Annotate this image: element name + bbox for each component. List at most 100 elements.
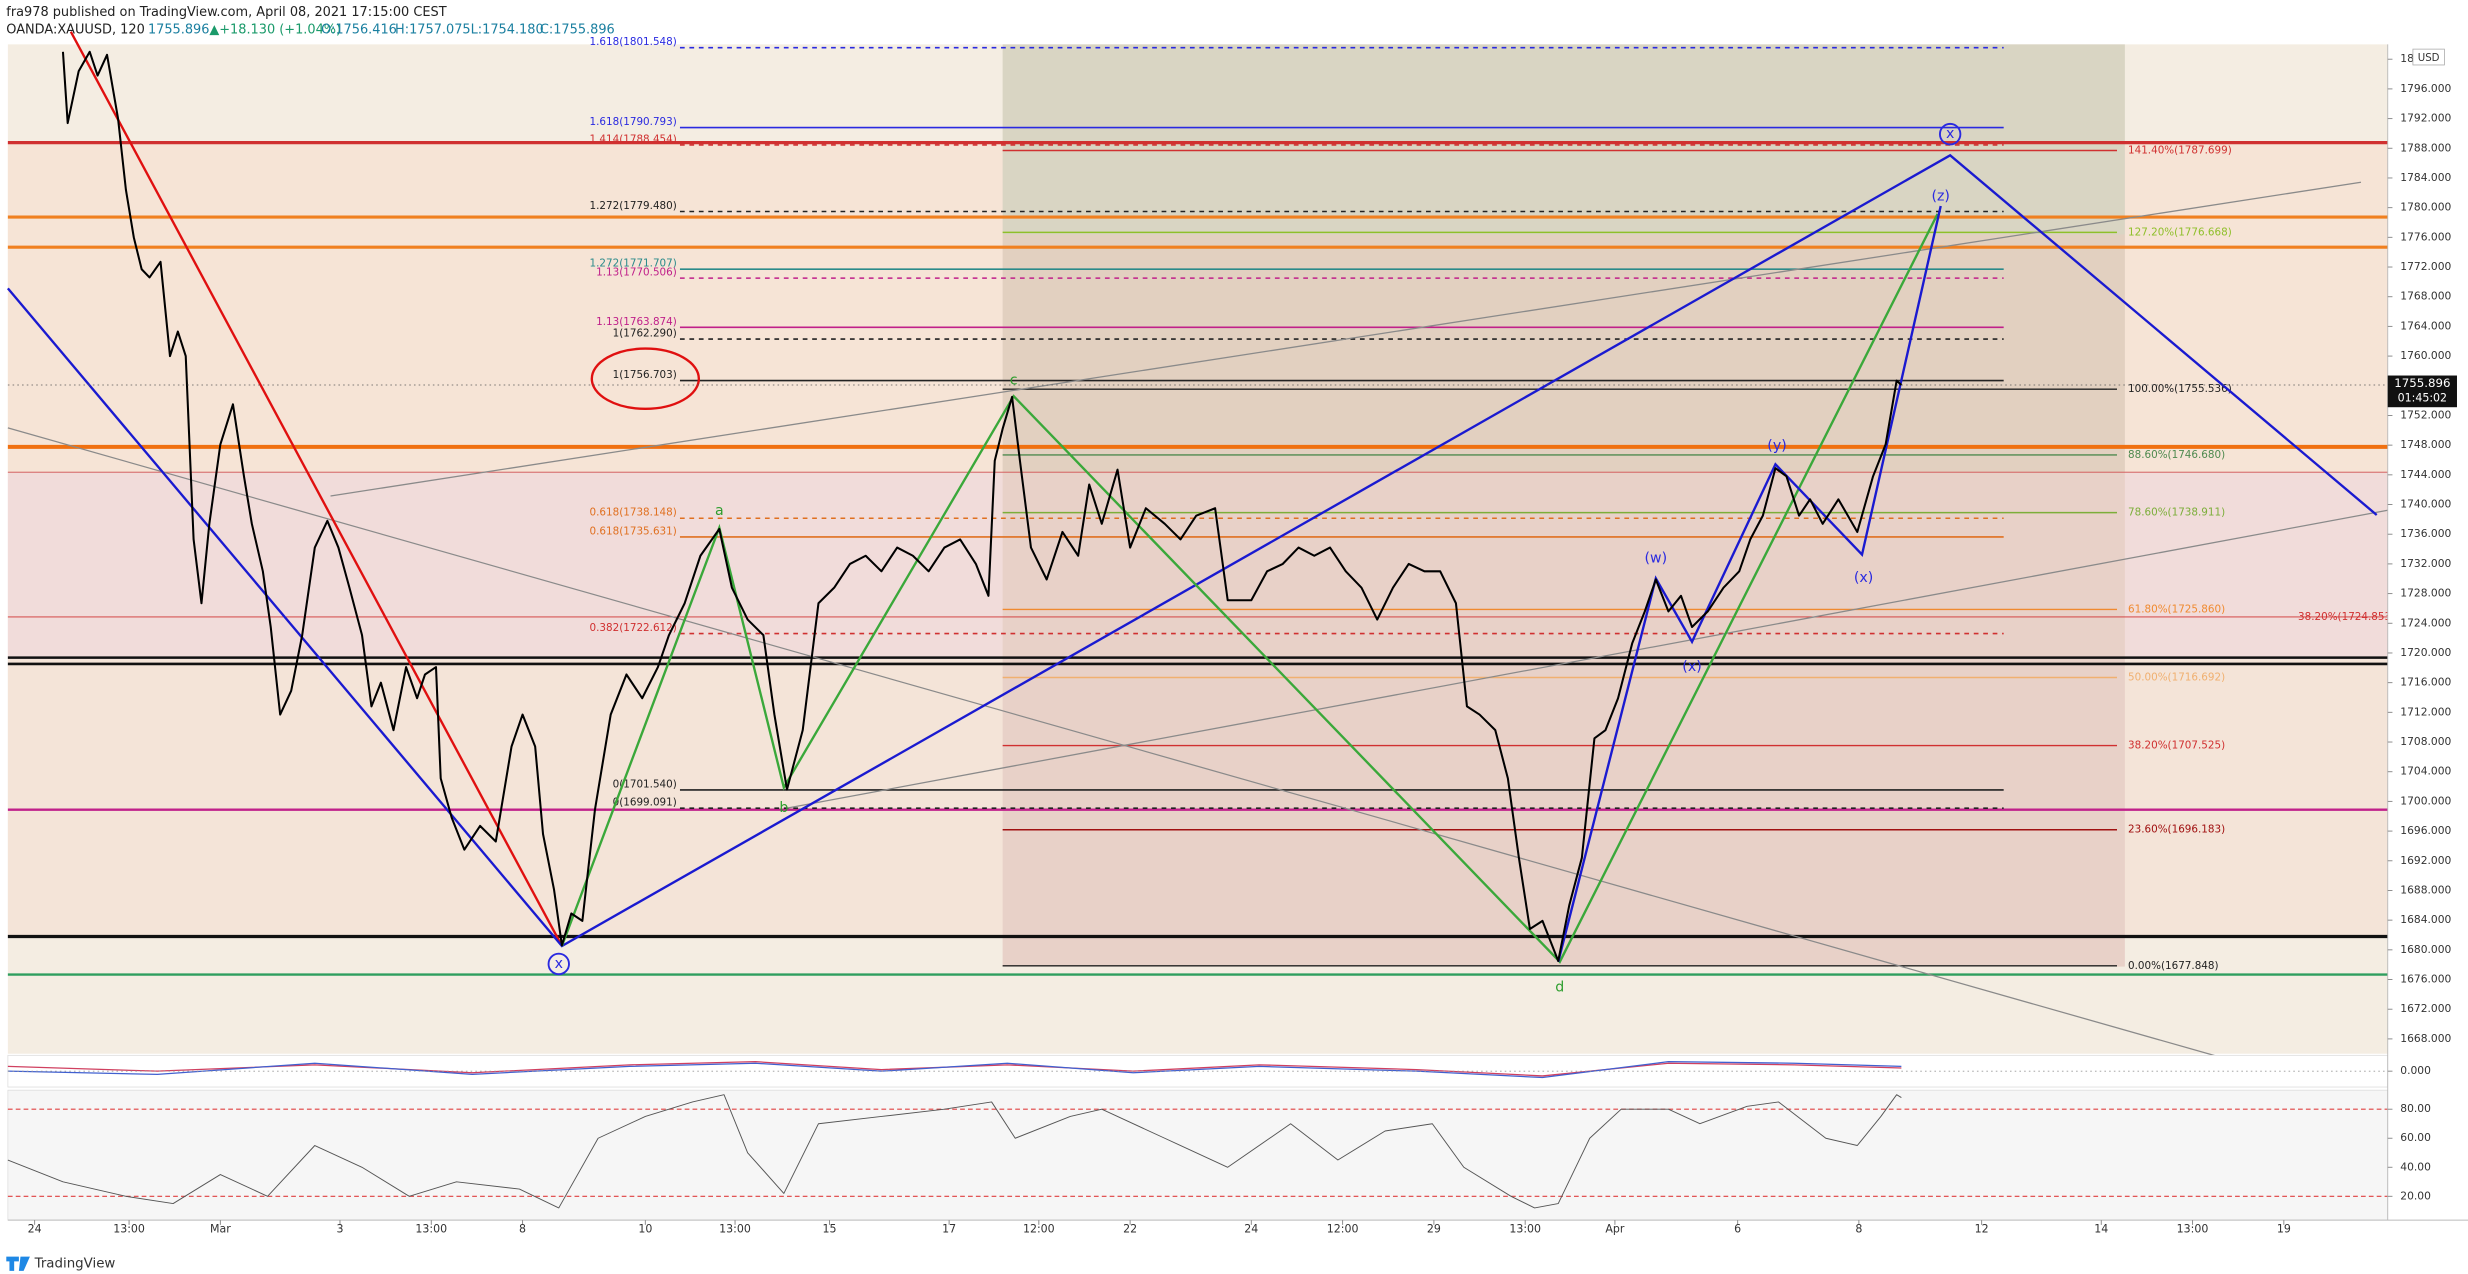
y-tick-label: 1744.000 — [2400, 468, 2451, 481]
y-tick-label: 1692.000 — [2400, 854, 2451, 867]
x-tick-label: 13:00 — [415, 1223, 447, 1236]
y-tick-label: 60.00 — [2400, 1131, 2431, 1144]
y-tick-label: 1792.000 — [2400, 112, 2451, 125]
y-tick-label: 80.00 — [2400, 1102, 2431, 1115]
trend-line — [786, 509, 2388, 809]
x-tick-label: 13:00 — [1509, 1223, 1541, 1236]
fib-extension-label: 1(1756.703) — [613, 369, 677, 381]
fib-extension-label: 0(1701.540) — [613, 778, 677, 790]
y-tick-label: 1776.000 — [2400, 230, 2451, 243]
zone — [1002, 44, 2125, 235]
fib-retracement-label: 23.60%(1696.183) — [2128, 824, 2225, 836]
last-price: 1755.896 — [148, 23, 210, 38]
rsi-pane — [7, 1089, 2389, 1221]
wave-line — [1557, 205, 1942, 963]
wave-labels: x x a b c d (w) (x) (y) (x) (z) — [547, 122, 1962, 996]
y-tick-label: 1684.000 — [2400, 913, 2451, 926]
wave-label: a — [715, 503, 724, 519]
y-tick-label: 1740.000 — [2400, 498, 2451, 511]
y-tick-label: 1700.000 — [2400, 794, 2451, 807]
wave-label: (w) — [1645, 551, 1668, 567]
x-tick-label: 8 — [1855, 1223, 1862, 1236]
zone — [1002, 234, 2125, 473]
y-tick-label: 1788.000 — [2400, 141, 2451, 154]
y-tick-label: 1716.000 — [2400, 676, 2451, 689]
wave-label: b — [779, 800, 788, 816]
fib-levels: 1.618(1801.548) 1.618(1790.793) 1.414(1788… — [7, 36, 2395, 972]
x-tick-label: 10 — [638, 1223, 652, 1236]
fib-extension-label: 1.414(1788.454) — [590, 133, 677, 145]
x-tick-label: 17 — [942, 1223, 956, 1236]
wave-line — [560, 213, 1939, 964]
x-tick-label: 24 — [28, 1223, 42, 1236]
fib-outer-label: 38.20%(1724.853) — [2298, 611, 2395, 623]
y-tick-label: 1732.000 — [2400, 557, 2451, 570]
x-tick-label: 8 — [519, 1223, 526, 1236]
x-tick-label: 12 — [1975, 1223, 1989, 1236]
fib-extension-label: 1.618(1801.548) — [590, 36, 677, 48]
x-tick-label: 19 — [2277, 1223, 2291, 1236]
fib-extension-label: 0.382(1722.612) — [590, 622, 677, 634]
trend-line — [7, 427, 2220, 1058]
wave-label: (x) — [1854, 570, 1873, 586]
y-tick-label: 1688.000 — [2400, 883, 2451, 896]
x-tick-label: 15 — [822, 1223, 836, 1236]
fib-retracement-label: 0.00%(1677.848) — [2128, 960, 2219, 972]
axes-layer: 1668.000 1672.000 1676.000 1680.000 1684.000… — [28, 52, 2452, 1235]
y-tick-label: 1748.000 — [2400, 438, 2451, 451]
fib-extension-label: 1.272(1779.480) — [590, 200, 677, 212]
y-tick-label: 1768.000 — [2400, 290, 2451, 303]
price-axis — [2387, 44, 2468, 1221]
fib-extension-label: 1(1762.290) — [613, 328, 677, 340]
fib-extension-label: 0.618(1738.148) — [590, 507, 677, 519]
y-tick-label: 1736.000 — [2400, 527, 2451, 540]
y-tick-label: 20.00 — [2400, 1189, 2431, 1202]
fib-retracement-label: 100.00%(1755.536) — [2128, 383, 2232, 395]
fib-extension-label: 1.272(1771.707) — [590, 258, 677, 270]
x-tick-label: 22 — [1123, 1223, 1137, 1236]
y-tick-label: 1760.000 — [2400, 349, 2451, 362]
close: C:1755.896 — [540, 23, 615, 38]
low: L:1754.180 — [471, 23, 544, 38]
fib-retracement-label: 141.40%(1787.699) — [2128, 144, 2232, 156]
wave-label: x — [1946, 126, 1954, 142]
fib-retracement-label: 78.60%(1738.911) — [2128, 507, 2225, 519]
wave-circle — [547, 952, 570, 976]
y-tick-label: 1668.000 — [2400, 1032, 2451, 1045]
trend-line — [69, 31, 563, 947]
fib-retracement-label: 88.60%(1746.680) — [2128, 449, 2225, 461]
wave-label: d — [1555, 980, 1564, 996]
x-tick-label: 14 — [2094, 1223, 2108, 1236]
price-layer — [7, 50, 2388, 962]
y-tick-label: 1784.000 — [2400, 171, 2451, 184]
price-tag-value: 1755.896 — [2394, 376, 2450, 390]
x-tick-label: 13:00 — [2177, 1223, 2209, 1236]
brand-logo — [6, 1256, 30, 1271]
trend-line — [330, 181, 2362, 497]
fib-extension-label: 1.13(1770.506) — [596, 267, 677, 279]
y-tick-label: 1752.000 — [2400, 408, 2451, 421]
zone — [1002, 472, 2125, 967]
symbol: OANDA:XAUUSD, 120 — [6, 23, 144, 38]
open: O:1756.416 — [321, 23, 397, 38]
x-tick-label: 24 — [1244, 1223, 1258, 1236]
y-tick-label: 1720.000 — [2400, 646, 2451, 659]
wave-label: (y) — [1767, 438, 1786, 454]
x-tick-label: 13:00 — [719, 1223, 751, 1236]
x-tick-label: Mar — [210, 1223, 231, 1236]
high: H:1757.075 — [395, 23, 471, 38]
countdown: 01:45:02 — [2398, 391, 2447, 404]
signal-line — [7, 1061, 1902, 1079]
fib-extension-label: 1.618(1790.793) — [590, 116, 677, 128]
wave-label: c — [1010, 373, 1018, 389]
y-tick-label: 1696.000 — [2400, 824, 2451, 837]
y-tick-label: 1712.000 — [2400, 705, 2451, 718]
x-tick-label: 29 — [1427, 1223, 1441, 1236]
brand: TradingView — [34, 1257, 116, 1272]
x-tick-label: 13:00 — [113, 1223, 145, 1236]
highlight-ellipse — [590, 347, 701, 411]
y-tick-label: 1724.000 — [2400, 616, 2451, 629]
wave-label: x — [555, 956, 563, 972]
